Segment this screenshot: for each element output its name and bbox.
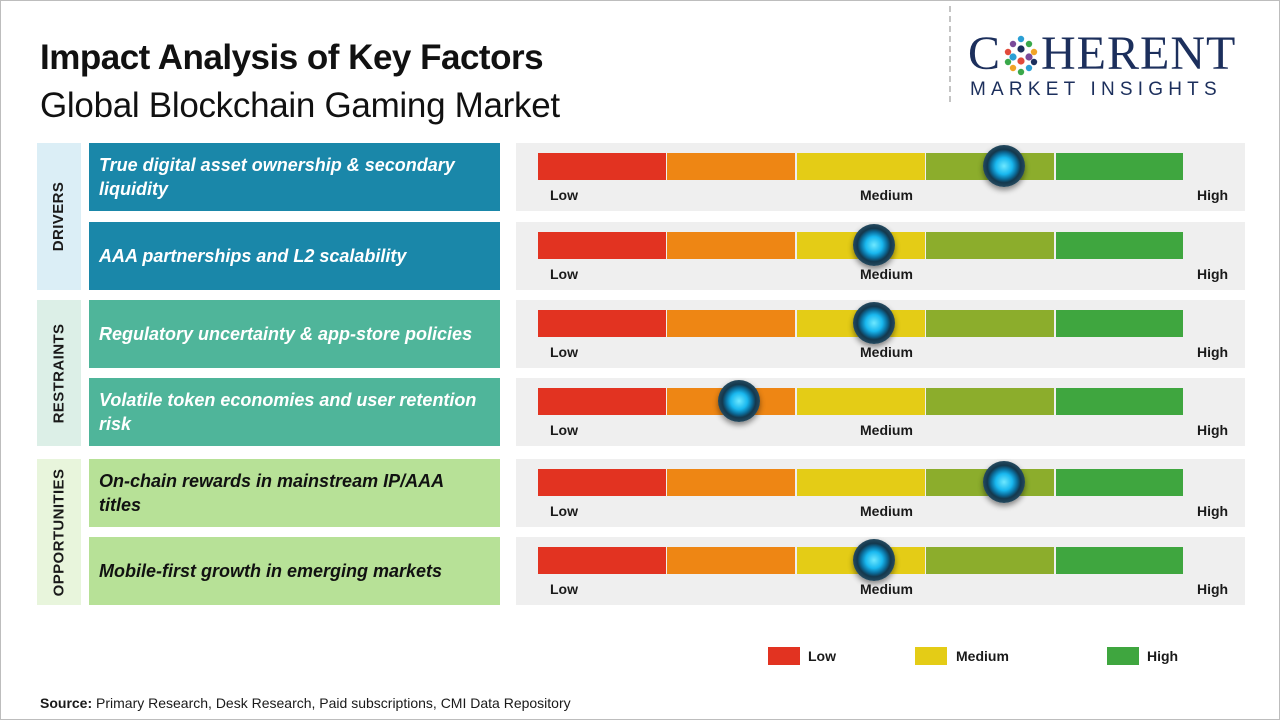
gauge-label-high: High	[1197, 344, 1229, 360]
factor-text: Mobile-first growth in emerging markets	[99, 561, 443, 581]
legend-swatch-high	[1107, 647, 1139, 665]
category-drivers: DRIVERS	[37, 143, 81, 290]
gauge-label-low: Low	[550, 344, 578, 360]
factor-box: On-chain rewards in mainstream IP/AAA ti…	[89, 459, 500, 527]
impact-gauge: Low Medium High	[516, 378, 1245, 446]
impact-marker	[853, 539, 896, 581]
source-label: Source:	[40, 695, 93, 711]
gauge-label-medium: Medium	[860, 266, 913, 282]
gauge-segment	[926, 388, 1055, 415]
logo-letter-c: C	[968, 27, 1002, 80]
legend-swatch-low	[768, 647, 800, 665]
gauge-segment	[1055, 153, 1184, 180]
gauge-segment	[538, 388, 666, 415]
factor-text: On-chain rewards in mainstream IP/AAA ti…	[99, 471, 444, 515]
impact-marker	[853, 302, 896, 344]
factor-text: Volatile token economies and user retent…	[99, 390, 477, 434]
logo-tagline: MARKET INSIGHTS	[970, 79, 1222, 100]
logo-letters-herent: HERENT	[1041, 27, 1237, 80]
gauge-segment	[667, 310, 796, 337]
factor-text: Regulatory uncertainty & app-store polic…	[99, 324, 473, 344]
impact-gauge: Low Medium High	[516, 459, 1245, 527]
impact-gauge: Low Medium High	[516, 143, 1245, 211]
gauge-segment	[1055, 388, 1184, 415]
legend-label-high: High	[1147, 648, 1179, 664]
gauge-segment	[796, 388, 925, 415]
gauge-segment	[538, 547, 666, 574]
gauge-label-medium: Medium	[860, 344, 913, 360]
gauge-segment	[538, 310, 666, 337]
gauge-label-high: High	[1197, 581, 1229, 597]
gauge-label-low: Low	[550, 266, 578, 282]
impact-marker	[853, 224, 896, 266]
gauge-segment	[796, 153, 925, 180]
impact-marker	[717, 380, 760, 422]
gauge-label-high: High	[1197, 503, 1229, 519]
gauge-segment	[667, 547, 796, 574]
category-label: OPPORTUNITIES	[50, 468, 68, 596]
category-label: DRIVERS	[50, 181, 68, 252]
gauge-label-medium: Medium	[860, 422, 913, 438]
gauge-segment	[1055, 310, 1184, 337]
logo: C HERENT	[968, 28, 1268, 80]
gauge-segment	[538, 232, 666, 259]
factor-box: Mobile-first growth in emerging markets	[89, 537, 500, 605]
gauge-segment	[926, 310, 1055, 337]
impact-gauge: Low Medium High	[516, 222, 1245, 290]
gauge-segment	[796, 469, 925, 496]
gauge-segment	[1055, 547, 1184, 574]
category-opportunities: OPPORTUNITIES	[37, 459, 81, 605]
impact-gauge: Low Medium High	[516, 300, 1245, 368]
factor-box: AAA partnerships and L2 scalability	[89, 222, 500, 290]
logo-dots-icon	[1004, 35, 1038, 76]
gauge-segment	[667, 232, 796, 259]
category-restraints: RESTRAINTS	[37, 300, 81, 446]
source-text: Primary Research, Desk Research, Paid su…	[92, 695, 571, 711]
gauge-segment	[926, 547, 1055, 574]
gauge-label-low: Low	[550, 422, 578, 438]
gauge-label-high: High	[1197, 187, 1229, 203]
legend-label-medium: Medium	[956, 648, 1009, 664]
gauge-label-low: Low	[550, 187, 578, 203]
gauge-segment	[1055, 469, 1184, 496]
gauge-label-medium: Medium	[860, 187, 913, 203]
gauge-segment	[538, 153, 666, 180]
page-subtitle: Global Blockchain Gaming Market	[40, 86, 560, 125]
gauge-label-high: High	[1197, 266, 1229, 282]
impact-marker	[982, 461, 1025, 503]
factor-box: Regulatory uncertainty & app-store polic…	[89, 300, 500, 368]
gauge-label-low: Low	[550, 581, 578, 597]
gauge-label-high: High	[1197, 422, 1229, 438]
impact-marker	[982, 145, 1025, 187]
gauge-segment	[1055, 232, 1184, 259]
factor-box: Volatile token economies and user retent…	[89, 378, 500, 446]
gauge-label-medium: Medium	[860, 581, 913, 597]
gauge-segment	[538, 469, 666, 496]
impact-gauge: Low Medium High	[516, 537, 1245, 605]
gauge-segment	[667, 469, 796, 496]
legend-swatch-medium	[915, 647, 947, 665]
gauge-label-low: Low	[550, 503, 578, 519]
gauge-label-medium: Medium	[860, 503, 913, 519]
factor-text: True digital asset ownership & secondary…	[99, 155, 455, 199]
factor-box: True digital asset ownership & secondary…	[89, 143, 500, 211]
gauge-segment	[926, 232, 1055, 259]
source-note: Source: Primary Research, Desk Research,…	[40, 695, 571, 711]
gauge-segment	[667, 153, 796, 180]
logo-divider	[949, 6, 951, 102]
legend-label-low: Low	[808, 648, 836, 664]
category-label: RESTRAINTS	[50, 323, 68, 423]
factor-text: AAA partnerships and L2 scalability	[99, 246, 407, 266]
page-title: Impact Analysis of Key Factors	[40, 38, 544, 77]
